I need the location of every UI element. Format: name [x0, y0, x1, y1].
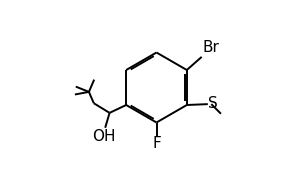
Text: Br: Br — [202, 40, 219, 55]
Text: S: S — [208, 96, 218, 111]
Text: F: F — [152, 136, 161, 152]
Text: OH: OH — [92, 129, 115, 144]
